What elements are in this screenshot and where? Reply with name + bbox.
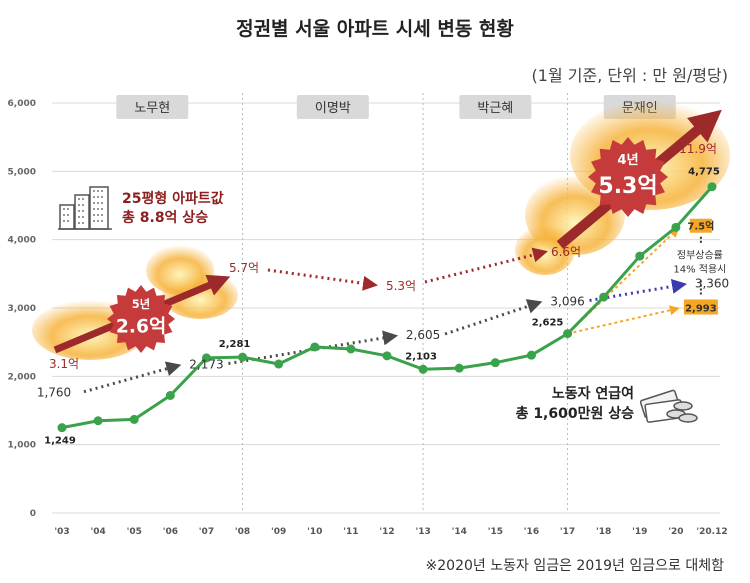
x-tick-label: '13	[415, 527, 430, 537]
projection-note: 14% 적용시	[673, 264, 726, 276]
coin-icon	[678, 413, 698, 423]
footnote: ※2020년 노동자 임금은 2019년 임금으로 대체함	[425, 558, 724, 574]
x-tick-label: '16	[524, 527, 539, 537]
regime-badge	[116, 95, 189, 119]
apartment-point	[635, 251, 645, 261]
wage-note: 노동자 연급여	[552, 385, 634, 402]
apartment-note: 25평형 아파트값	[122, 190, 224, 207]
x-tick-label: '06	[163, 527, 178, 537]
regime-label: 노무현	[134, 101, 170, 116]
wage-value-label: 2,605	[406, 328, 440, 342]
price-arrow	[267, 268, 378, 291]
projection-box	[683, 299, 718, 315]
building-icon	[89, 186, 109, 230]
apartment-value-label: 2,625	[532, 318, 564, 329]
projection-line	[567, 305, 680, 335]
y-tick-label: 4,000	[8, 236, 36, 246]
apartment-value-label: 4,775	[688, 167, 720, 178]
price-label: 5.7억	[229, 261, 259, 275]
projection-label: 7.5억	[687, 221, 714, 233]
y-tick-label: 2,000	[8, 372, 36, 382]
apartment-value-label: 2,103	[405, 351, 437, 362]
x-tick-label: '20	[668, 527, 683, 537]
apartment-point	[490, 358, 500, 368]
wage-value-label: 3,096	[550, 294, 584, 308]
growth-badge	[107, 285, 175, 353]
x-tick-label: '15	[488, 527, 503, 537]
projection-note: 정부상승률	[677, 250, 723, 262]
x-tick-label: '11	[343, 527, 358, 537]
wage-note: 총 1,600만원 상승	[516, 406, 635, 422]
x-tick-label: '18	[596, 527, 611, 537]
apartment-point	[165, 390, 175, 400]
wage-value-label: 1,760	[37, 386, 71, 400]
x-tick-label: '20.12	[696, 527, 727, 537]
wage-line-segment	[589, 279, 687, 302]
wage-line-segment	[444, 299, 543, 336]
x-tick-label: '04	[90, 527, 105, 537]
x-tick-label: '08	[235, 527, 250, 537]
x-tick-label: '17	[560, 527, 575, 537]
apartment-point	[310, 342, 320, 352]
y-tick-label: 1,000	[8, 441, 36, 451]
price-label: 5.3억	[386, 279, 416, 293]
regime-label: 박근혜	[477, 101, 513, 116]
chart-title: 정권별 서울 아파트 시세 변동 현황	[236, 18, 514, 40]
x-tick-label: '19	[632, 527, 647, 537]
apartment-point	[274, 359, 284, 369]
y-tick-label: 5,000	[8, 167, 36, 177]
apartment-point	[201, 353, 211, 363]
wage-line-segment	[83, 361, 182, 394]
regime-label: 이명박	[315, 101, 351, 116]
apartment-point	[454, 363, 464, 373]
apartment-point	[563, 329, 573, 339]
y-tick-label: 3,000	[8, 304, 36, 314]
apartment-point	[418, 364, 428, 374]
projection-label: 2,993	[685, 303, 717, 314]
x-tick-label: '09	[271, 527, 286, 537]
x-tick-label: '10	[307, 527, 322, 537]
price-label: 6.6억	[551, 245, 581, 259]
apartment-point	[238, 352, 248, 362]
regime-badge	[459, 95, 532, 119]
y-tick-label: 6,000	[8, 99, 36, 109]
apartment-point	[346, 344, 356, 354]
growth-badge-amount: 2.6억	[116, 317, 166, 338]
apartment-point	[382, 351, 392, 361]
coin-icon	[673, 401, 693, 411]
apartment-value-label: 2,281	[219, 339, 251, 350]
regime-badge	[296, 95, 369, 119]
apartment-point	[526, 350, 536, 360]
growth-badge-years: 4년	[617, 152, 638, 168]
x-tick-label: '05	[127, 527, 142, 537]
wage-value-label: 3,360	[695, 276, 729, 290]
apartment-point	[129, 414, 139, 424]
apartment-point	[707, 182, 717, 192]
wage-value-label: 2,173	[189, 358, 223, 372]
apartment-point	[93, 416, 103, 426]
growth-badge	[588, 137, 668, 217]
apartment-note: 총 8.8억 상승	[122, 210, 208, 226]
building-icon	[74, 194, 90, 230]
apartment-value-label: 1,249	[44, 436, 76, 447]
unit-note: (1월 기준, 단위 : 만 원/평당)	[531, 66, 728, 85]
price-label: 11.9억	[679, 142, 717, 156]
projection-box	[689, 218, 712, 233]
apartment-point	[57, 423, 67, 433]
apartment-point	[599, 292, 609, 302]
x-tick-label: '03	[54, 527, 69, 537]
price-arrow	[424, 247, 548, 284]
growth-badge-years: 5년	[132, 297, 150, 311]
fire-decoration	[146, 245, 214, 295]
growth-badge-amount: 5.3억	[598, 174, 657, 199]
apartment-point	[671, 222, 681, 232]
price-label: 3.1억	[49, 357, 79, 371]
x-tick-label: '07	[199, 527, 214, 537]
x-tick-label: '12	[379, 527, 394, 537]
y-tick-label: 0	[30, 509, 36, 519]
x-tick-label: '14	[452, 527, 467, 537]
